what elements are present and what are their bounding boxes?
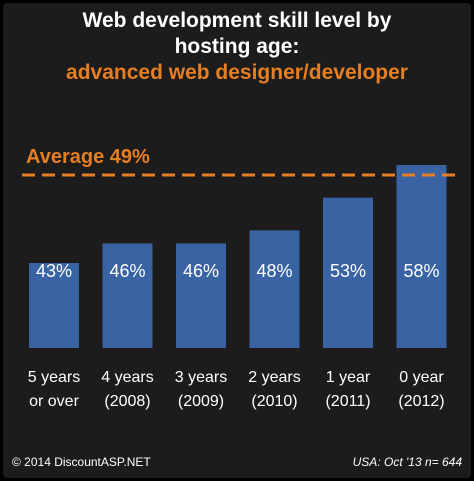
- bar-0: [29, 263, 79, 348]
- bar-value-label-3: 48%: [256, 261, 292, 281]
- bar-value-label-2: 46%: [183, 261, 219, 281]
- category-label-2-0: 3 years: [175, 369, 227, 386]
- category-label-3-1: (2010): [251, 393, 297, 410]
- copyright-text: © 2014 DiscountASP.NET: [12, 455, 151, 469]
- category-label-5-0: 0 year: [399, 369, 444, 386]
- bar-value-label-5: 58%: [403, 261, 439, 281]
- bar-4: [323, 197, 373, 348]
- category-label-0-0: 5 years: [28, 369, 80, 386]
- category-label-3-0: 2 years: [248, 369, 300, 386]
- category-label-1-0: 4 years: [101, 369, 153, 386]
- chart-subtitle: advanced web designer/developer: [66, 61, 408, 84]
- category-label-5-1: (2012): [398, 393, 444, 410]
- average-label: Average 49%: [26, 146, 150, 168]
- category-label-4-0: 1 year: [326, 369, 371, 386]
- bar-value-label-0: 43%: [36, 261, 72, 281]
- source-note: USA: Oct '13 n= 644: [352, 455, 462, 469]
- bar-3: [249, 230, 300, 348]
- bar-value-label-4: 53%: [330, 261, 366, 281]
- category-label-1-1: (2008): [104, 393, 150, 410]
- bar-2: [176, 243, 226, 348]
- chart-title-line2: hosting age:: [174, 35, 300, 58]
- bar-1: [102, 243, 153, 348]
- category-label-0-1: or over: [29, 393, 79, 410]
- bar-value-label-1: 46%: [109, 261, 145, 281]
- chart-frame: [3, 3, 471, 478]
- bar-5: [396, 165, 447, 348]
- category-label-4-1: (2011): [325, 393, 370, 410]
- chart-title-line1: Web development skill level by: [82, 9, 392, 32]
- category-label-2-1: (2009): [178, 393, 224, 410]
